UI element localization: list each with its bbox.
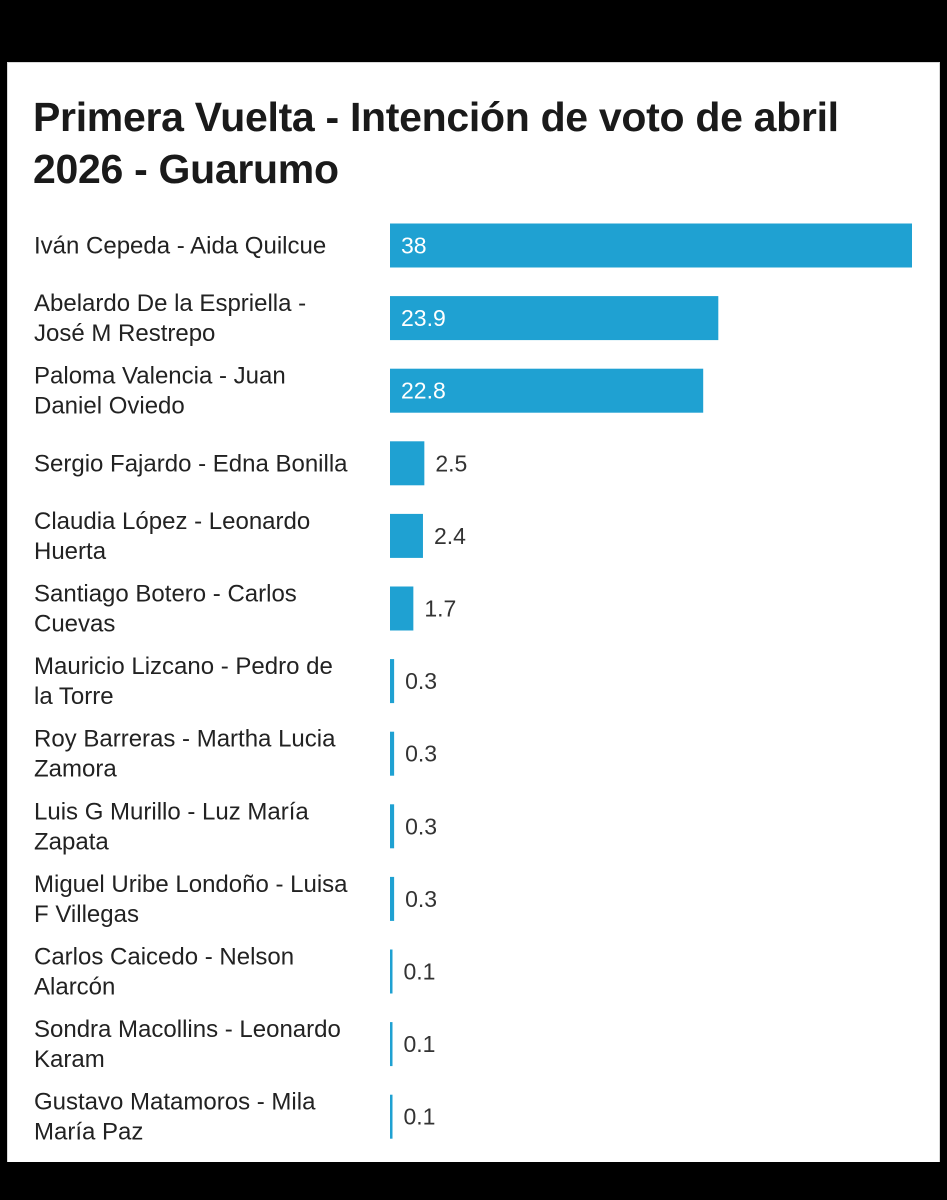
bottom-black-bar (0, 1162, 947, 1200)
value-label: 0.3 (405, 813, 437, 839)
bar (390, 223, 912, 268)
bar (390, 949, 393, 994)
value-label: 1.7 (424, 596, 456, 622)
value-label: 0.1 (404, 1031, 436, 1057)
bar (390, 441, 425, 486)
bar (390, 659, 395, 704)
bar (390, 1094, 393, 1139)
chart-card: Primera Vuelta - Intención de voto de ab… (7, 62, 940, 1163)
category-label: Miguel Uribe Londoño - Luisa F Villegas (34, 871, 348, 928)
bar (390, 876, 395, 921)
value-label: 0.1 (404, 1104, 436, 1130)
bar (390, 731, 395, 776)
category-label: Iván Cepeda - Aida Quilcue (34, 233, 326, 260)
bar (390, 513, 423, 558)
category-label: Santiago Botero - Carlos Cuevas (34, 581, 297, 638)
bar (390, 1022, 393, 1067)
value-label: 0.3 (405, 741, 437, 767)
value-label: 23.9 (401, 305, 446, 331)
category-label: Paloma Valencia - Juan Daniel Oviedo (34, 363, 286, 420)
category-label: Abelardo De la Espriella -José M Restrep… (34, 290, 306, 347)
value-label: 22.8 (401, 378, 446, 404)
value-label: 38 (401, 233, 427, 259)
category-label: Claudia López - Leonardo Huerta (34, 508, 310, 565)
value-label: 2.4 (434, 523, 466, 549)
category-label: Gustavo Matamoros - Mila María Paz (34, 1089, 316, 1146)
category-label: Sondra Macollins - Leonardo Karam (34, 1016, 341, 1073)
bar (390, 368, 704, 413)
category-label: Luis G Murillo - Luz María Zapata (34, 798, 309, 855)
category-label: Roy Barreras - Martha Lucia Zamora (34, 726, 336, 783)
bar (390, 804, 395, 849)
value-label: 0.3 (405, 668, 437, 694)
chart-title: Primera Vuelta - Intención de voto de ab… (33, 94, 839, 192)
category-label: Mauricio Lizcano - Pedro de la Torre (34, 653, 333, 710)
value-label: 2.5 (435, 450, 467, 476)
bar (390, 296, 719, 341)
bar (390, 586, 414, 631)
category-label: Carlos Caicedo - Nelson Alarcón (34, 944, 294, 1001)
value-label: 0.3 (405, 886, 437, 912)
bar-chart: Iván Cepeda - Aida Quilcue 38 Abelardo De … (34, 223, 912, 1146)
category-label: Sergio Fajardo - Edna Bonilla (34, 450, 348, 477)
value-label: 0.1 (404, 959, 436, 985)
